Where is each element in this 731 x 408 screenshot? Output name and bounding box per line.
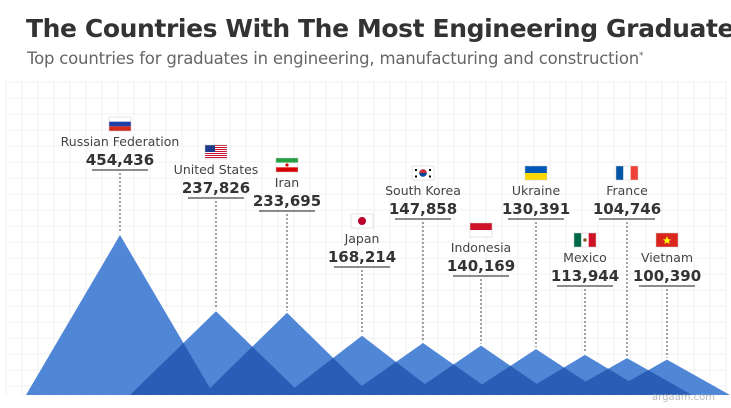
subtitle-footnote-mark: *: [638, 51, 644, 61]
flag-south-korea-icon: [411, 165, 435, 181]
chart-marks: [26, 235, 730, 395]
flag-mexico-icon: [573, 232, 597, 248]
flag-russia-icon: [108, 116, 132, 132]
value-label-indonesia: 140,169: [447, 257, 515, 275]
country-label-ukraine: Ukraine: [512, 183, 561, 198]
value-label-mexico: 113,944: [551, 267, 619, 285]
country-label-mexico: Mexico: [563, 250, 607, 265]
country-label-vietnam: Vietnam: [641, 250, 693, 265]
value-label-france: 104,746: [593, 200, 661, 218]
overlap-region: [349, 361, 439, 395]
country-label-russian-federation: Russian Federation: [61, 134, 180, 149]
flag-indonesia-icon: [469, 222, 493, 238]
flag-usa-icon: [204, 144, 228, 160]
country-label-indonesia: Indonesia: [451, 240, 511, 255]
flag-ukraine-icon: [524, 165, 548, 181]
value-label-united-states: 237,826: [182, 179, 250, 197]
peak-russian-federation: [26, 235, 214, 395]
chart-labels: Russian Federation 454,436 United States 23…: [61, 116, 701, 358]
subtitle-text: Top countries for graduates in engineeri…: [27, 49, 639, 68]
overlap-region: [604, 370, 692, 395]
flag-france-icon: [615, 165, 639, 181]
country-label-france: France: [606, 183, 648, 198]
country-label-south-korea: South Korea: [385, 183, 461, 198]
flag-iran-icon: [275, 157, 299, 173]
value-label-vietnam: 100,390: [633, 267, 701, 285]
overlap-region: [130, 342, 214, 395]
flag-vietnam-icon: [655, 232, 679, 248]
watermark: argaam.com: [652, 392, 715, 403]
value-label-japan: 168,214: [328, 248, 396, 266]
overlap-region: [203, 346, 302, 395]
chart-subtitle: Top countries for graduates in engineeri…: [27, 49, 643, 68]
country-label-japan: Japan: [344, 231, 380, 246]
country-label-iran: Iran: [275, 175, 299, 190]
overlap-region: [285, 357, 371, 395]
value-label-south-korea: 147,858: [389, 200, 457, 218]
value-label-russian-federation: 454,436: [86, 151, 154, 169]
value-label-ukraine: 130,391: [502, 200, 570, 218]
flag-japan-icon: [350, 213, 374, 229]
value-label-iran: 233,695: [253, 192, 321, 210]
overlap-region: [409, 364, 497, 395]
country-label-united-states: United States: [174, 162, 259, 177]
chart-title: The Countries With The Most Engineering …: [26, 14, 731, 43]
